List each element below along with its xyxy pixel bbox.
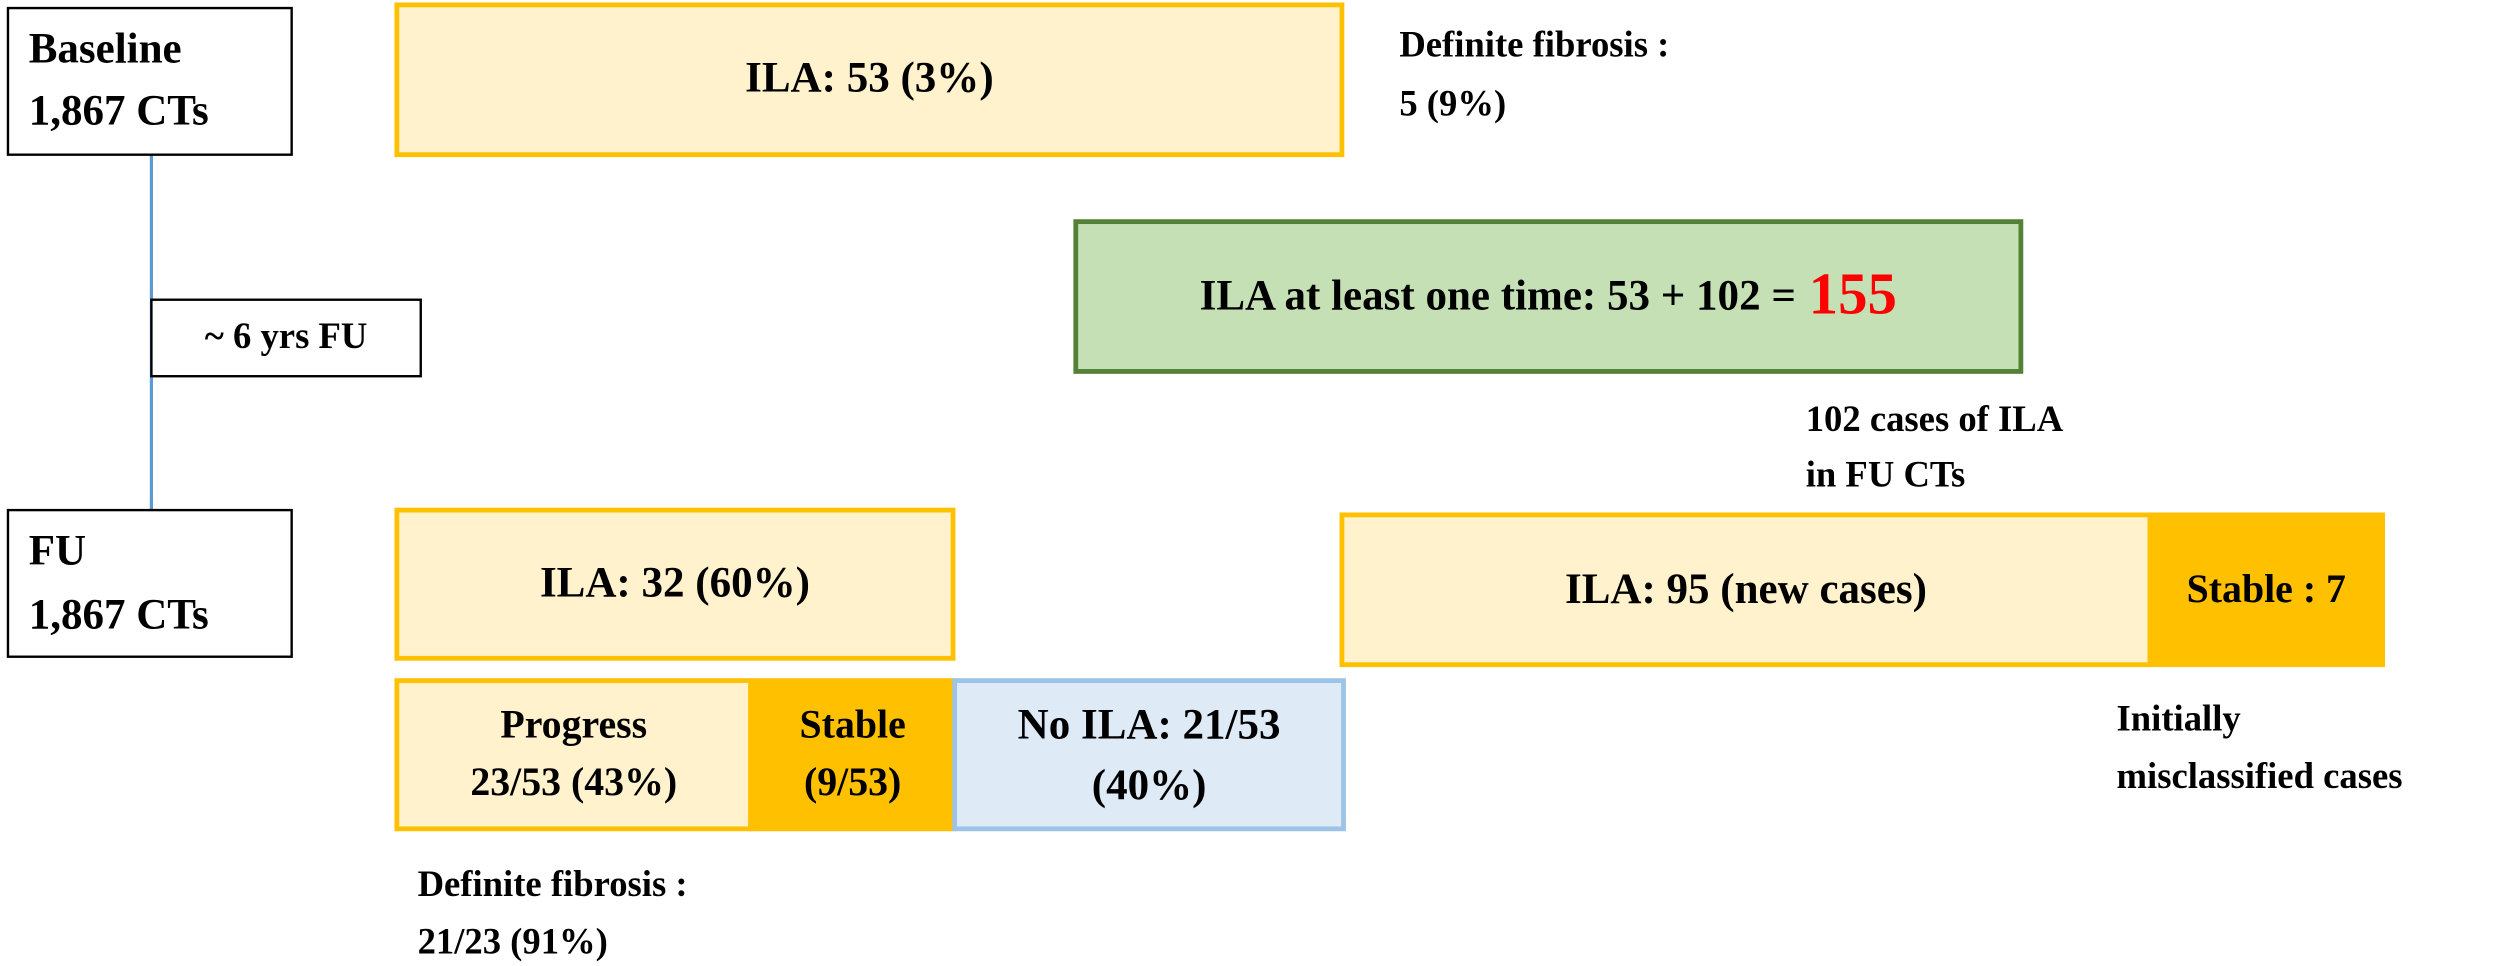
new-cases-label: ILA: 95 (new cases): [1565, 566, 1927, 613]
misclassified: Initially: [2117, 697, 2241, 738]
progress-title: Progress: [500, 702, 647, 747]
total-label: ILA at least one time: 53 + 102 = 155: [1200, 260, 1897, 326]
followup-count: 1,867 CTs: [29, 591, 209, 638]
baseline-box: [6, 6, 293, 156]
baseline-fibrosis-value: 5 (9%): [1399, 82, 1506, 123]
followup-box: [6, 508, 293, 658]
interval-label: ~ 6 yrs FU: [205, 315, 368, 356]
interval-box: [150, 298, 422, 378]
misclassified-2: misclassified cases: [2117, 755, 2403, 796]
fu-cases: 102 cases of ILA: [1806, 398, 2064, 439]
baseline-ila-label: ILA: 53 (3%): [745, 54, 994, 101]
progress-value: 23/53 (43%): [470, 759, 677, 804]
baseline-ila-box: [394, 2, 1345, 158]
total-text: ILA at least one time: 53 + 102 =: [1200, 273, 1796, 320]
fu-ila-box: [394, 507, 956, 661]
fu-cases-2: in FU CTs: [1806, 454, 1966, 495]
no-ila-box: [952, 678, 1346, 832]
total-value: 155: [1809, 260, 1897, 326]
stable-new-box: [2147, 512, 2386, 668]
baseline-fibrosis: Definite fibrosis :: [1399, 23, 1669, 64]
fu-fibrosis-value: 21/23 (91%): [418, 921, 608, 962]
baseline-title: Baseline: [29, 26, 182, 73]
fu-ila-label: ILA: 32 (60%): [540, 559, 810, 606]
no-ila-value: (40%): [1092, 762, 1207, 809]
no-ila-title: No ILA: 21/53: [1018, 701, 1281, 748]
stable-title: Stable: [800, 702, 906, 747]
total-box: [1073, 219, 2024, 374]
followup-title: FU: [29, 528, 86, 575]
stable-value: (9/53): [804, 759, 901, 804]
baseline-count: 1,867 CTs: [29, 88, 209, 135]
stable-new-label: Stable : 7: [2187, 566, 2346, 611]
fu-fibrosis: Definite fibrosis :: [418, 863, 688, 904]
